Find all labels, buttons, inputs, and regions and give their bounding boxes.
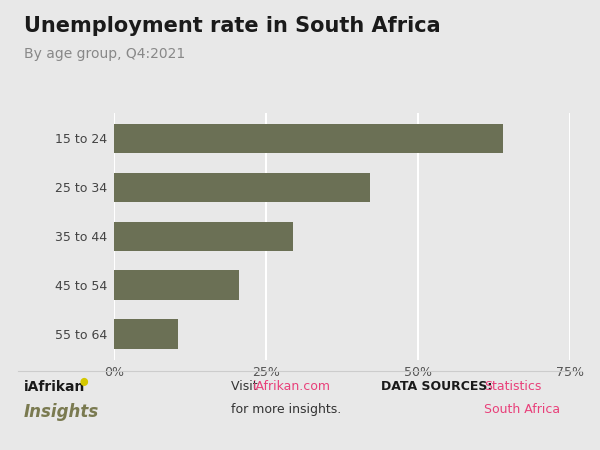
Text: Visit: Visit: [231, 380, 262, 393]
Bar: [114, 320, 178, 349]
Text: iAfrikan.com: iAfrikan.com: [253, 380, 331, 393]
Text: DATA SOURCES:: DATA SOURCES:: [381, 380, 497, 393]
Bar: [114, 270, 239, 300]
Text: Unemployment rate in South Africa: Unemployment rate in South Africa: [24, 16, 440, 36]
Text: for more insights.: for more insights.: [231, 403, 341, 416]
Text: Statistics: Statistics: [484, 380, 542, 393]
Bar: [114, 173, 370, 202]
Text: South Africa: South Africa: [484, 403, 560, 416]
Text: ⬤: ⬤: [80, 377, 88, 386]
Text: iAfrikan: iAfrikan: [24, 380, 85, 394]
Bar: [114, 124, 503, 153]
Bar: [114, 221, 293, 251]
Text: By age group, Q4:2021: By age group, Q4:2021: [24, 47, 185, 61]
Text: Insights: Insights: [24, 403, 99, 421]
